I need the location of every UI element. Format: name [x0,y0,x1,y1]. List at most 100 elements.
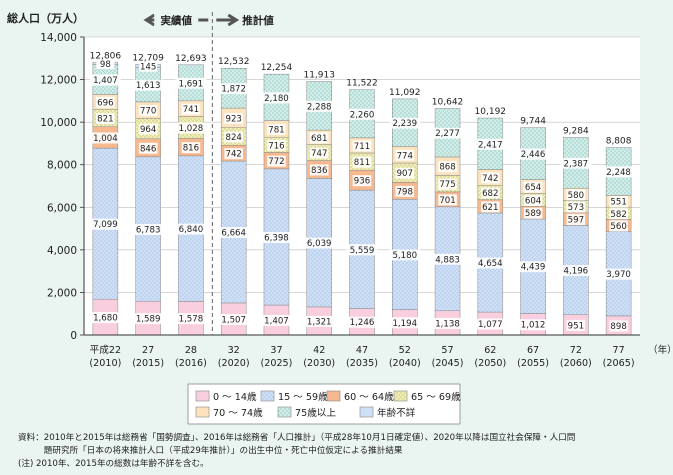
data-label: 1,407 [93,76,118,86]
label-chip [309,164,329,176]
data-label: 654 [525,183,541,193]
data-label: 1,321 [307,317,332,327]
data-label: 2,180 [264,94,289,104]
label-chip [481,187,500,199]
label-chip [218,226,250,238]
y-tick-label: 12,000 [40,75,77,87]
data-label: 781 [268,125,284,135]
x-tick-label-era: 72 [570,345,582,356]
x-tick-label-year: (2030) [303,358,335,369]
legend-label: 75歳以上 [295,407,336,419]
label-chip [175,223,207,235]
label-chip [389,317,421,329]
legend-swatch [326,390,341,402]
total-label: 9,744 [520,117,546,127]
label-chip [395,185,415,197]
label-chip [523,207,543,219]
x-tick-label-era: 42 [313,345,325,356]
label-chip [474,138,506,150]
actual-label: 実績値 [161,14,193,27]
label-chip [260,315,292,327]
data-label: 964 [140,125,156,135]
data-label: 816 [183,144,199,154]
label-chip [352,156,372,168]
data-label: 772 [268,157,284,167]
notes-block: 資料：2010年と2015年は総務省「国勢調査」、2016年は総務省「人口推計」… [18,432,663,471]
total-label: 10,192 [475,107,507,117]
label-chip [566,189,586,201]
legend-label: 65 〜 69歳 [411,391,461,403]
x-tick-label-year: (2010) [89,358,121,369]
data-label: 821 [97,115,113,125]
data-label: 1,194 [392,319,417,329]
data-label: 1,691 [179,79,204,89]
label-chip [89,218,121,230]
label-chip [303,315,335,327]
data-label: 936 [354,177,370,187]
x-tick-label-year: (2025) [261,358,293,369]
data-label: 2,446 [521,150,546,160]
data-label: 824 [225,133,241,143]
label-chip [96,113,115,125]
label-chip [389,117,421,129]
legend-label: 0 〜 14歳 [213,391,257,403]
data-label: 6,398 [264,233,289,243]
projected-label: 推計値 [242,14,274,27]
label-chip [267,155,286,167]
y-tick-label: 2,000 [47,287,77,299]
data-label: 573 [568,203,584,213]
label-chip [438,178,457,190]
y-tick-label: 4,000 [47,245,77,257]
x-tick-label-era: 32 [228,345,240,356]
total-label: 8,808 [606,136,632,146]
label-chip [481,201,500,213]
data-label: 589 [525,209,541,219]
x-tick-label-year: (2055) [517,358,549,369]
data-label: 604 [525,197,541,207]
data-label: 560 [610,222,626,232]
total-label: 9,284 [563,126,589,136]
label-chip [96,96,115,108]
data-label: 5,559 [350,246,375,256]
data-label: 4,883 [435,255,460,265]
y-axis-label: 総人口（万人） [7,11,84,25]
x-tick-label-era: 28 [185,345,197,356]
data-label: 923 [225,114,241,124]
label-chip [138,142,158,154]
label-chip [175,77,207,89]
data-label: 682 [482,189,498,199]
data-label: 742 [482,174,498,184]
label-chip [523,195,543,207]
data-label: 846 [140,144,156,154]
legend-label: 年齢不詳 [377,407,416,419]
label-chip [560,265,592,277]
data-label: 3,970 [606,270,631,280]
x-tick-label-year: (2045) [432,358,464,369]
data-label: 5,180 [392,251,417,261]
legend-swatch [359,406,374,418]
label-chip [560,157,592,169]
data-label: 775 [439,180,455,190]
label-chip [566,319,586,331]
data-label: 1,004 [93,134,118,144]
y-tick-label: 10,000 [40,117,77,129]
data-label: 774 [397,151,413,161]
label-chip [89,74,121,86]
label-chip [603,166,635,178]
data-label: 2,387 [564,159,589,169]
data-label: 907 [397,169,413,179]
total-label: 12,532 [218,57,250,67]
data-label: 747 [311,149,327,159]
label-chip [309,147,329,159]
label-chip [432,253,464,265]
x-axis-unit: （年） [648,344,673,356]
data-label: 1,138 [435,319,460,329]
label-chip [267,123,286,135]
x-tick-label-era: 平成22 [90,344,121,356]
data-label: 1,872 [221,85,246,95]
label-chip [395,167,415,179]
data-label: 701 [439,196,455,206]
label-chip [481,172,500,184]
legend-swatch [260,390,275,402]
